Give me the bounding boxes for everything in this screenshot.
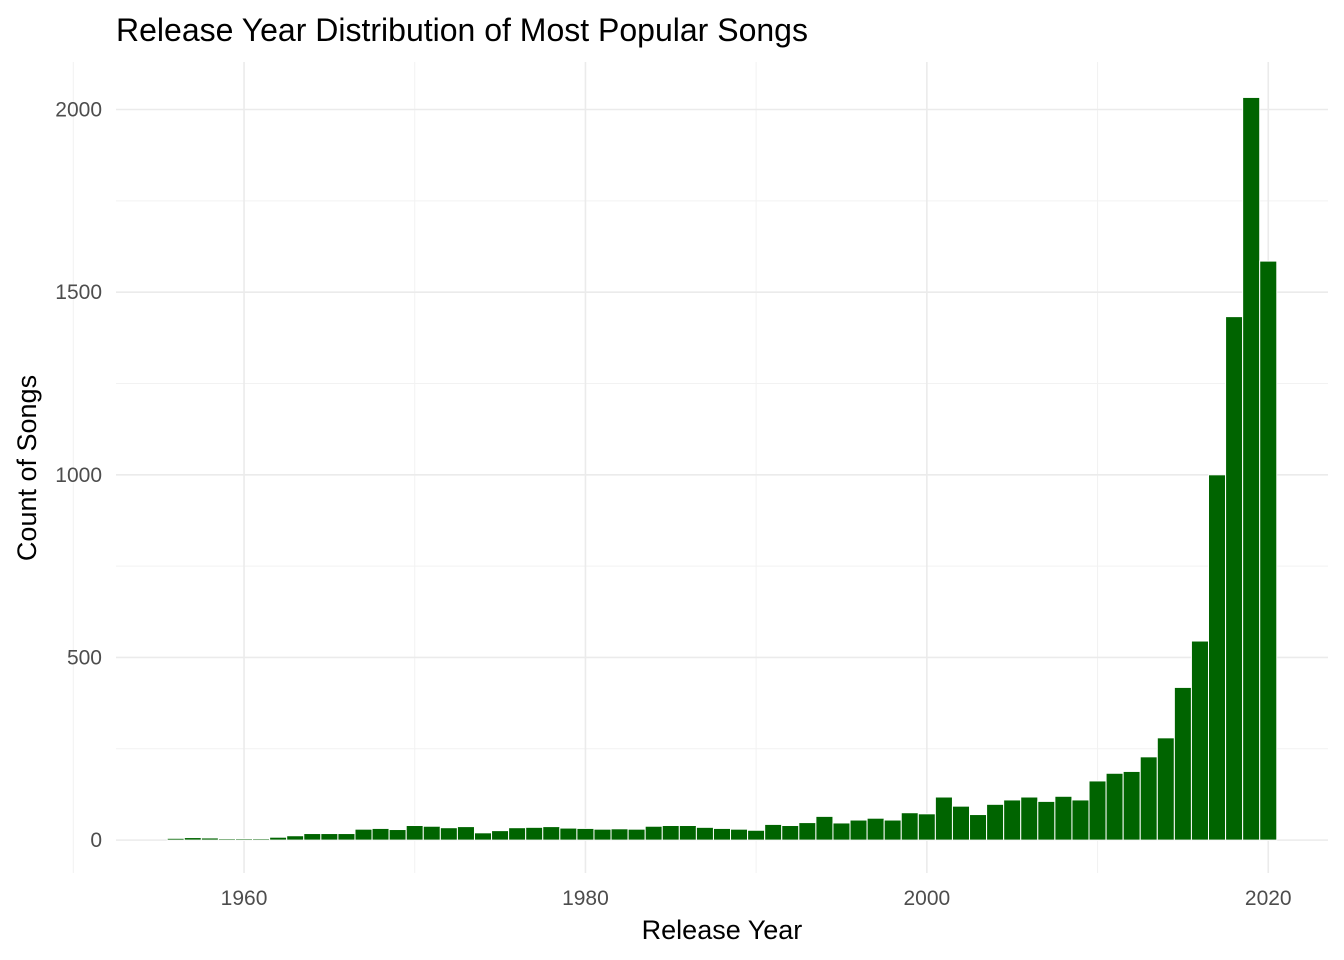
bar-1959 [217,838,236,841]
bar-1967 [354,828,373,841]
bar-1980 [576,827,595,841]
bar-2009 [1071,799,1090,841]
bar-1974 [473,832,493,841]
bar-2011 [1105,772,1124,841]
y-axis-title: Count of Songs [12,375,42,561]
bar-2014 [1156,737,1175,841]
x-tick-label: 1960 [221,887,268,910]
x-axis-tick-labels: 1960 1980 2000 2020 [221,887,1292,910]
y-tick-label: 2000 [55,98,102,121]
bar-2015 [1173,686,1192,841]
bar-1969 [388,829,407,841]
x-tick-label: 1980 [562,887,609,910]
bar-1978 [542,826,561,841]
bar-1956 [166,837,185,841]
bar-2013 [1139,756,1158,841]
bars-group [166,96,1278,841]
y-tick-label: 1500 [55,281,102,304]
bar-2001 [934,796,953,841]
bar-1972 [439,827,458,841]
bar-2018 [1225,316,1244,841]
bar-1993 [798,822,817,841]
bar-2006 [1020,796,1039,841]
bar-1998 [883,819,902,841]
bar-1982 [610,828,629,841]
y-tick-label: 1000 [55,464,102,487]
bar-2019 [1242,96,1261,841]
bar-1965 [320,833,339,841]
bar-2008 [1054,795,1073,841]
y-axis-tick-labels: 0 500 1000 1500 2000 [55,98,102,852]
bar-1976 [508,827,527,841]
bar-1966 [337,833,356,841]
bar-1988 [712,827,732,841]
bar-1991 [764,823,783,841]
bar-1989 [730,828,749,841]
bar-1981 [593,828,612,841]
bar-1962 [269,836,288,841]
bar-1983 [627,828,646,841]
bar-1957 [183,837,202,841]
bar-1964 [303,833,322,841]
bar-1995 [832,822,851,841]
bar-1979 [559,827,578,841]
bar-1985 [661,825,680,841]
y-tick-label: 500 [67,646,102,669]
grid-lines [72,62,1328,873]
bar-1987 [695,826,714,841]
bar-2016 [1190,640,1210,841]
bar-1958 [200,837,219,841]
bar-2017 [1208,474,1227,841]
bar-2005 [1003,799,1022,841]
bar-1970 [405,825,424,841]
bar-1997 [866,817,885,841]
bar-2002 [951,805,971,841]
bar-2003 [969,814,988,841]
x-tick-label: 2020 [1245,887,1292,910]
bar-1961 [252,838,271,841]
bar-2000 [917,813,936,841]
bar-1973 [456,826,475,841]
y-tick-label: 0 [90,829,102,852]
bar-1986 [678,825,697,841]
x-tick-label: 2000 [903,887,950,910]
bar-2004 [986,803,1005,841]
bar-1994 [815,815,834,841]
bar-1996 [849,819,868,841]
bar-2020 [1259,260,1278,841]
bar-1999 [900,812,919,841]
bar-1968 [371,827,390,841]
bar-1990 [747,829,766,841]
x-axis-title: Release Year [642,915,803,945]
bar-2010 [1088,780,1107,841]
bar-2007 [1037,800,1056,841]
chart-title: Release Year Distribution of Most Popula… [116,12,808,48]
bar-1971 [422,825,441,841]
bar-1960 [234,838,254,841]
bar-1975 [491,830,510,841]
bar-1977 [525,826,544,841]
bar-1963 [286,835,305,841]
bar-1992 [781,825,800,841]
bar-1984 [644,825,663,841]
bar-2012 [1122,770,1141,841]
